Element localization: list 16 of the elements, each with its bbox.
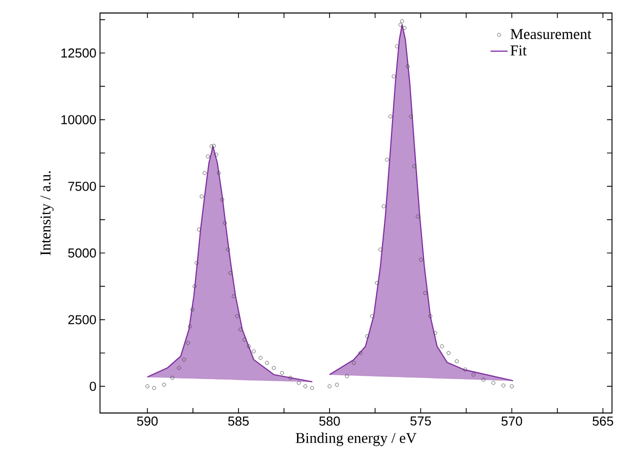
y-tick-label: 2500	[68, 315, 96, 324]
y-tick-label: 0	[90, 382, 96, 391]
x-tick-label: 570	[501, 416, 522, 426]
y-tick-label: 5000	[68, 248, 96, 258]
legend-label: Measurement	[510, 29, 592, 40]
y-tick-label: 12500	[61, 48, 96, 58]
y-tick-label: 10000	[61, 115, 96, 124]
legend-label: Fit	[510, 45, 527, 56]
y-axis-title: Intensity / a.u.	[40, 171, 54, 256]
x-tick-label: 575	[410, 416, 431, 426]
x-tick-label: 565	[592, 416, 614, 426]
y-tick-label: 7500	[68, 182, 96, 191]
x-tick-label: 585	[228, 416, 249, 426]
x-axis-title: Binding energy / eV	[296, 432, 416, 446]
x-tick-label: 590	[137, 416, 158, 426]
x-tick-label: 580	[319, 416, 340, 426]
